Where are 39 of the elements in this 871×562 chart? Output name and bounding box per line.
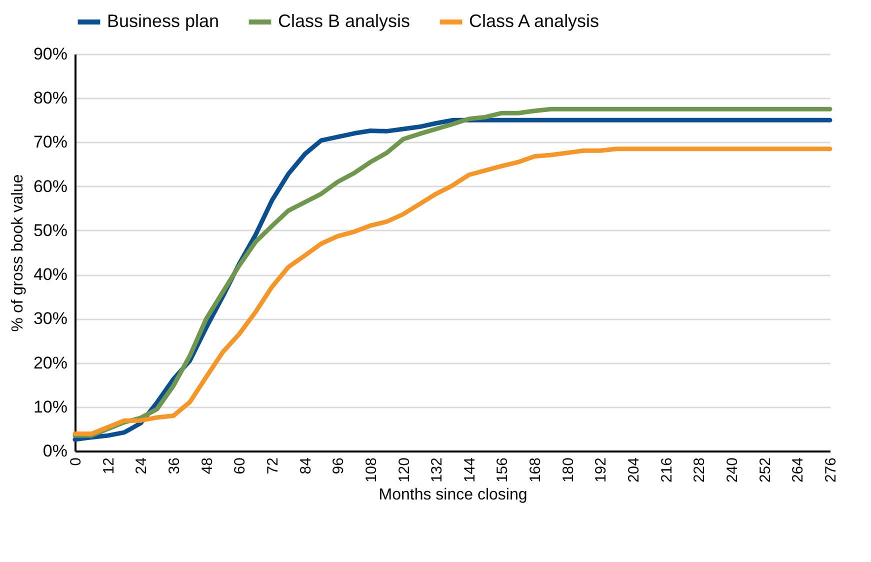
y-tick-label: 60% [33,176,68,196]
x-tick-label: 264 [790,458,807,483]
x-tick-label: 240 [724,458,742,483]
y-tick-label: 10% [33,397,68,416]
y-tick-label: 0% [42,442,68,460]
x-tick-label: 120 [396,458,413,483]
x-tick-label: 36 [166,458,183,474]
x-tick-label: 216 [658,458,676,483]
legend-label: Class B analysis [278,11,410,31]
x-axis-title: Months since closing [378,486,528,504]
x-tick-label: 132 [428,458,446,483]
y-tick-label: 80% [33,88,68,108]
y-tick-label: 20% [33,353,68,372]
x-tick-label: 168 [527,458,544,483]
x-tick-label: 96 [330,458,348,474]
y-tick-label: 70% [33,132,68,152]
x-tick-label: 204 [626,458,643,483]
y-tick-label: 50% [33,220,68,240]
y-tick-label: 90% [33,44,68,64]
x-tick-label: 72 [264,458,282,474]
x-tick-label: 12 [100,458,118,474]
x-tick-label: 252 [756,458,774,483]
x-tick-label: 192 [592,458,610,483]
y-tick-label: 30% [33,309,68,328]
x-tick-label: 156 [494,458,512,483]
x-tick-label: 144 [461,458,478,483]
legend-label: Class A analysis [469,11,600,31]
x-tick-label: 24 [133,458,150,474]
x-tick-label: 0 [68,458,84,466]
x-tick-label: 228 [691,458,708,483]
x-tick-label: 108 [362,458,380,483]
legend-label: Business plan [107,11,220,31]
y-tick-label: 40% [33,265,68,284]
y-axis-title: % of gross book value [9,174,26,332]
x-tick-label: 60 [232,458,249,474]
x-tick-label: 276 [822,458,840,483]
x-tick-label: 180 [560,458,577,483]
x-tick-label: 84 [297,458,314,474]
x-tick-label: 48 [198,458,216,474]
